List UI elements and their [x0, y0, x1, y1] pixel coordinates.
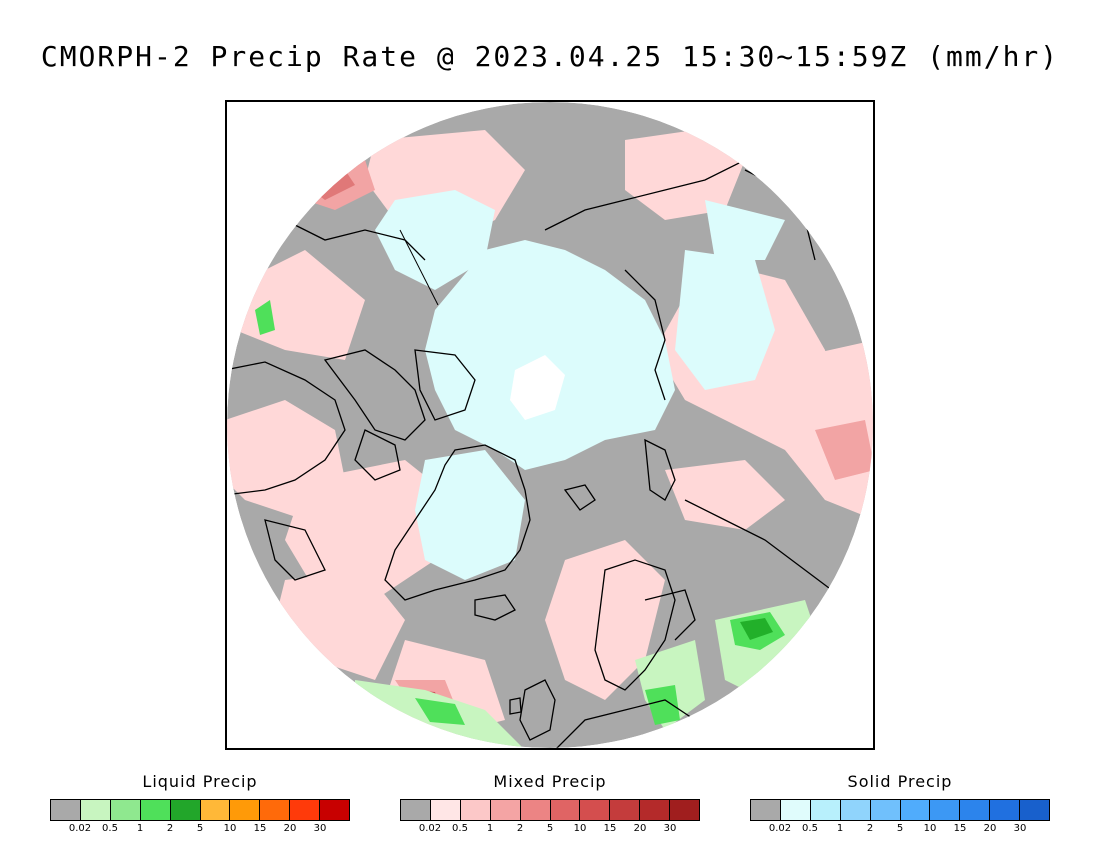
- legend-tick-solid-3: 2: [866, 823, 874, 834]
- legend-mixed: Mixed Precip 0.02 0.5 1 2 5 10 15 20 30: [400, 772, 700, 837]
- legend-tick-mixed-8: 30: [663, 823, 677, 834]
- legend-tick-liquid-7: 20: [283, 823, 297, 834]
- legend-title-solid: Solid Precip: [847, 772, 953, 791]
- legend-tick-mixed-2: 1: [486, 823, 494, 834]
- legend-tick-mixed-6: 15: [603, 823, 617, 834]
- legend-liquid: Liquid Precip 0.02 0.5 1 2 5 10 15 20 30: [50, 772, 350, 837]
- legend-swatch-liquid-7: [260, 800, 291, 820]
- legend-tick-mixed-0: 0.02: [418, 823, 442, 834]
- legend-swatch-liquid-0: [51, 800, 81, 820]
- legend-tick-liquid-1: 0.5: [102, 823, 118, 834]
- legend-swatch-liquid-1: [80, 800, 111, 820]
- legend-tick-solid-4: 5: [896, 823, 904, 834]
- legend-swatch-mixed-9: [670, 800, 700, 820]
- legend-swatch-solid-7: [960, 800, 991, 820]
- legend-tick-solid-2: 1: [836, 823, 844, 834]
- legend-swatch-solid-9: [1020, 800, 1050, 820]
- legend-swatch-mixed-4: [520, 800, 551, 820]
- legend-tick-solid-0: 0.02: [768, 823, 792, 834]
- legend-swatches-liquid: [50, 799, 350, 821]
- legend-swatch-mixed-0: [401, 800, 431, 820]
- solid-precip-areas: [375, 190, 785, 580]
- legend-swatches-mixed: [400, 799, 700, 821]
- legend-swatch-liquid-2: [110, 800, 141, 820]
- legend-tick-liquid-5: 10: [223, 823, 237, 834]
- polar-precip-map: [227, 102, 873, 748]
- legend-swatch-liquid-8: [290, 800, 321, 820]
- legend-swatch-solid-1: [780, 800, 811, 820]
- legend-ticks-solid: 0.02 0.5 1 2 5 10 15 20 30: [750, 823, 1050, 837]
- legend-swatch-mixed-7: [610, 800, 641, 820]
- legend-swatch-solid-3: [840, 800, 871, 820]
- legend-ticks-liquid: 0.02 0.5 1 2 5 10 15 20 30: [50, 823, 350, 837]
- map-disk: [227, 102, 873, 748]
- legend-tick-solid-8: 30: [1013, 823, 1027, 834]
- legend-swatch-solid-0: [751, 800, 781, 820]
- solid-precip-white-core: [510, 355, 565, 420]
- legend-tick-mixed-3: 2: [516, 823, 524, 834]
- polar-map-frame: [225, 100, 875, 750]
- legend-swatch-mixed-3: [490, 800, 521, 820]
- legend-swatch-solid-2: [810, 800, 841, 820]
- legend-swatch-liquid-4: [170, 800, 201, 820]
- legend-tick-solid-6: 15: [953, 823, 967, 834]
- legend-tick-liquid-6: 15: [253, 823, 267, 834]
- legend-ticks-mixed: 0.02 0.5 1 2 5 10 15 20 30: [400, 823, 700, 837]
- map-title: CMORPH-2 Precip Rate @ 2023.04.25 15:30~…: [40, 40, 1060, 73]
- liquid-precip-moderate: [255, 300, 275, 335]
- legend-swatch-solid-8: [990, 800, 1021, 820]
- legend-swatch-liquid-9: [320, 800, 350, 820]
- liquid-precip-heavy: [740, 618, 773, 640]
- legend-swatch-mixed-6: [580, 800, 611, 820]
- legend-swatch-liquid-3: [140, 800, 171, 820]
- legend-tick-liquid-4: 5: [196, 823, 204, 834]
- legend-tick-mixed-1: 0.5: [452, 823, 468, 834]
- legend-tick-liquid-0: 0.02: [68, 823, 92, 834]
- date-line: [399, 229, 439, 306]
- legend-solid: Solid Precip 0.02 0.5 1 2 5 10 15 20 30: [750, 772, 1050, 837]
- legend-swatch-solid-6: [930, 800, 961, 820]
- legend-tick-solid-1: 0.5: [802, 823, 818, 834]
- legend-swatch-mixed-8: [640, 800, 671, 820]
- legend-tick-mixed-5: 10: [573, 823, 587, 834]
- legend-swatch-solid-4: [870, 800, 901, 820]
- legend-swatch-liquid-6: [230, 800, 261, 820]
- legend-tick-mixed-4: 5: [546, 823, 554, 834]
- legend-swatches-solid: [750, 799, 1050, 821]
- legend-title-liquid: Liquid Precip: [142, 772, 258, 791]
- legend-tick-liquid-8: 30: [313, 823, 327, 834]
- legend-swatch-solid-5: [900, 800, 931, 820]
- legend-tick-liquid-3: 2: [166, 823, 174, 834]
- legend-title-mixed: Mixed Precip: [493, 772, 607, 791]
- legend-swatch-mixed-1: [430, 800, 461, 820]
- legend-tick-solid-7: 20: [983, 823, 997, 834]
- legend-tick-liquid-2: 1: [136, 823, 144, 834]
- legend-tick-mixed-7: 20: [633, 823, 647, 834]
- legend-swatch-liquid-5: [200, 800, 231, 820]
- legend-swatch-mixed-5: [550, 800, 581, 820]
- legend-tick-solid-5: 10: [923, 823, 937, 834]
- legend-swatch-mixed-2: [460, 800, 491, 820]
